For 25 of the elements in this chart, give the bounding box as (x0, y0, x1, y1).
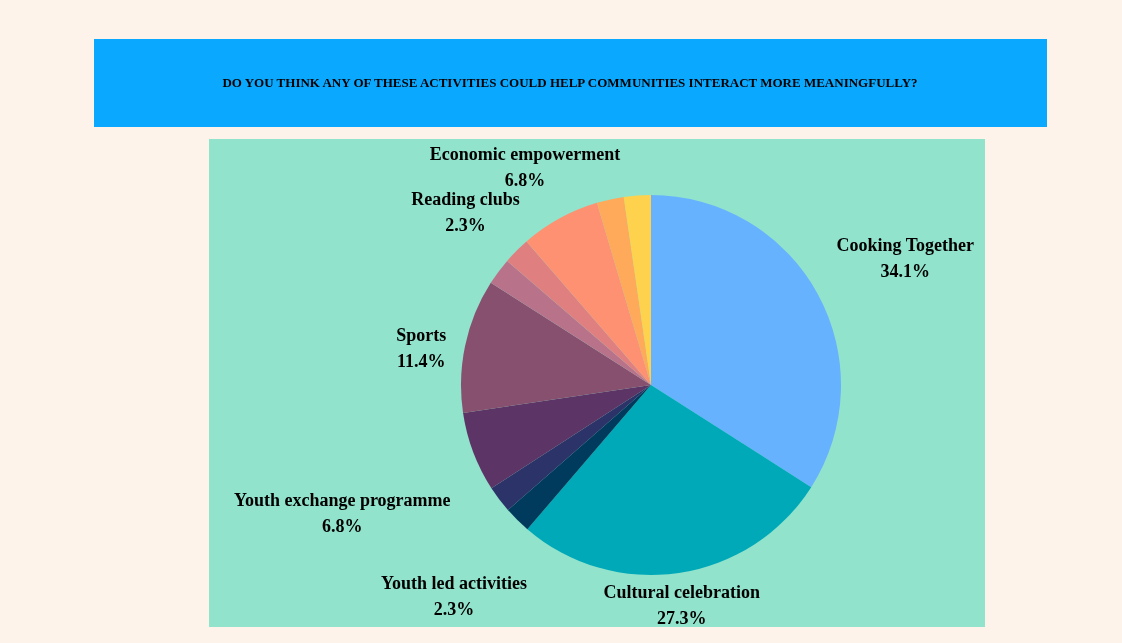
data-label: 2.3% (445, 215, 486, 236)
pie-slice (527, 385, 812, 575)
pie-slice (526, 202, 651, 385)
pie-slice (490, 260, 651, 385)
pie-slice (463, 385, 651, 489)
slice-label: Reading clubs (411, 189, 520, 210)
pie-slice (461, 282, 651, 413)
pie-slice (596, 196, 651, 385)
pie-slice (507, 241, 651, 385)
data-label: 34.1% (880, 260, 931, 281)
chart-title: DO YOU THINK ANY OF THESE ACTIVITIES COULD HELP COMMUNITIES INTERACT MORE MEANINGFULLY? (222, 75, 918, 90)
pie-slice (623, 195, 651, 385)
slice-label: Cultural celebration (603, 581, 761, 602)
pie-slice (507, 385, 651, 530)
data-label: 11.4% (396, 351, 446, 371)
data-label: 2.3% (433, 598, 475, 619)
slice-label: Youth exchange programme (233, 490, 451, 511)
data-label: 6.8% (321, 516, 363, 537)
slice-label: Economic empowerment (429, 144, 621, 165)
data-label: 6.8% (504, 170, 546, 191)
pie-slice (491, 385, 651, 510)
slice-label: Sports (396, 325, 447, 345)
data-label: 27.3% (657, 607, 707, 628)
slice-label: Youth led activities (380, 572, 527, 593)
slice-label: Cooking Together (836, 234, 975, 255)
